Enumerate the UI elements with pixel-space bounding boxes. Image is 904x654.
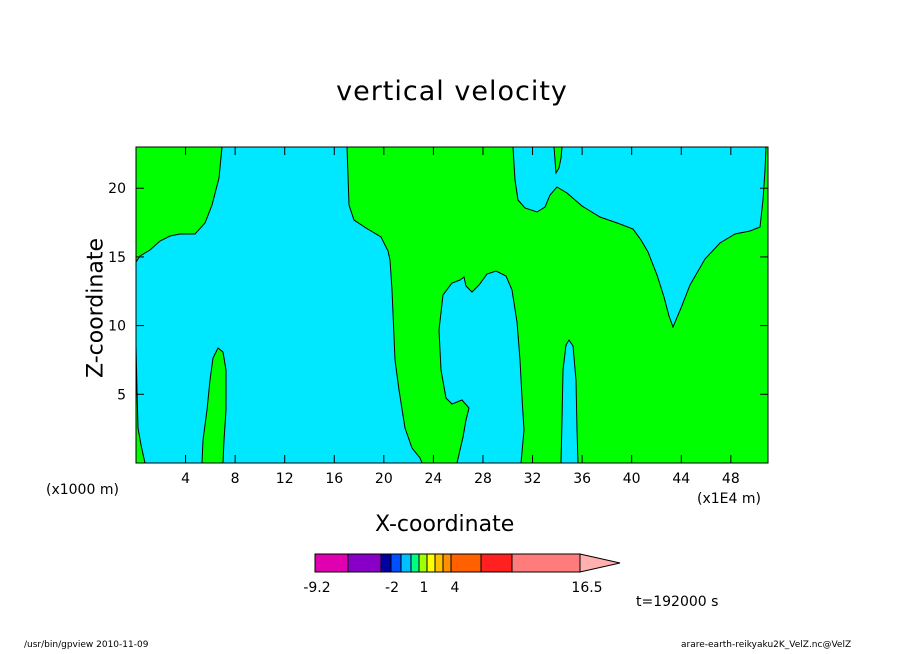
colorbar-tick-label: -9.2	[303, 580, 330, 596]
x-tick-label: 48	[722, 471, 740, 487]
colorbar-extend-arrow	[579, 553, 621, 573]
x-tick-label: 44	[672, 471, 690, 487]
footer-left-text: /usr/bin/gpview 2010-11-09	[24, 640, 149, 650]
colorbar-swatch	[347, 553, 382, 573]
contour-region-cyan-middle	[438, 270, 525, 464]
x-tick-label: 32	[524, 471, 542, 487]
x-tick-label: 4	[181, 471, 190, 487]
colorbar-swatch	[380, 553, 392, 573]
colorbar-swatch	[390, 553, 402, 573]
chart-title: vertical velocity	[336, 76, 568, 107]
x-tick-label: 40	[623, 471, 641, 487]
y-tick-label: 10	[108, 319, 126, 335]
colorbar-swatch	[442, 553, 452, 573]
plot-frame	[135, 146, 769, 464]
x-tick-label: 24	[424, 471, 442, 487]
contour-region-green-finger	[201, 347, 227, 464]
y-tick-label: 15	[108, 250, 126, 266]
x-tick-label: 16	[325, 471, 343, 487]
colorbar-swatch	[434, 553, 444, 573]
x-unit-left-label: (x1000 m)	[46, 482, 119, 498]
x-tick-label: 20	[375, 471, 393, 487]
contour-region-cyan-right	[512, 146, 767, 329]
x-tick-label: 12	[276, 471, 294, 487]
colorbar-swatch	[314, 553, 349, 573]
x-tick-label: 28	[474, 471, 492, 487]
colorbar-swatch	[511, 553, 581, 573]
x-axis-label: X-coordinate	[375, 512, 515, 537]
x-axis-ticks: 4 8 12 16 20 24 28 32 36 40 44 48	[181, 147, 740, 487]
footer-right-text: arare-earth-reikyaku2K_VelZ.nc@VelZ	[681, 640, 852, 650]
x-unit-right-label: (x1E4 m)	[697, 491, 761, 507]
x-tick-label: 8	[231, 471, 240, 487]
colorbar: -9.2 -2 1 4 16.5	[303, 553, 621, 596]
colorbar-swatch	[450, 553, 482, 573]
x-tick-label: 36	[573, 471, 591, 487]
y-tick-label: 5	[117, 387, 126, 403]
colorbar-swatch	[418, 553, 428, 573]
colorbar-swatch	[426, 553, 436, 573]
colorbar-swatch	[400, 553, 412, 573]
colorbar-swatch	[480, 553, 513, 573]
time-label: t=192000 s	[636, 594, 719, 610]
colorbar-tick-label: -2	[385, 580, 399, 596]
colorbar-swatch	[410, 553, 420, 573]
colorbar-tick-label: 16.5	[571, 580, 602, 596]
colorbar-tick-label: 4	[451, 580, 460, 596]
y-axis-ticks: 5 10 15 20	[108, 181, 768, 403]
y-tick-label: 20	[108, 181, 126, 197]
contour-region-cyan-spike	[560, 339, 579, 464]
colorbar-tick-label: 1	[420, 580, 429, 596]
